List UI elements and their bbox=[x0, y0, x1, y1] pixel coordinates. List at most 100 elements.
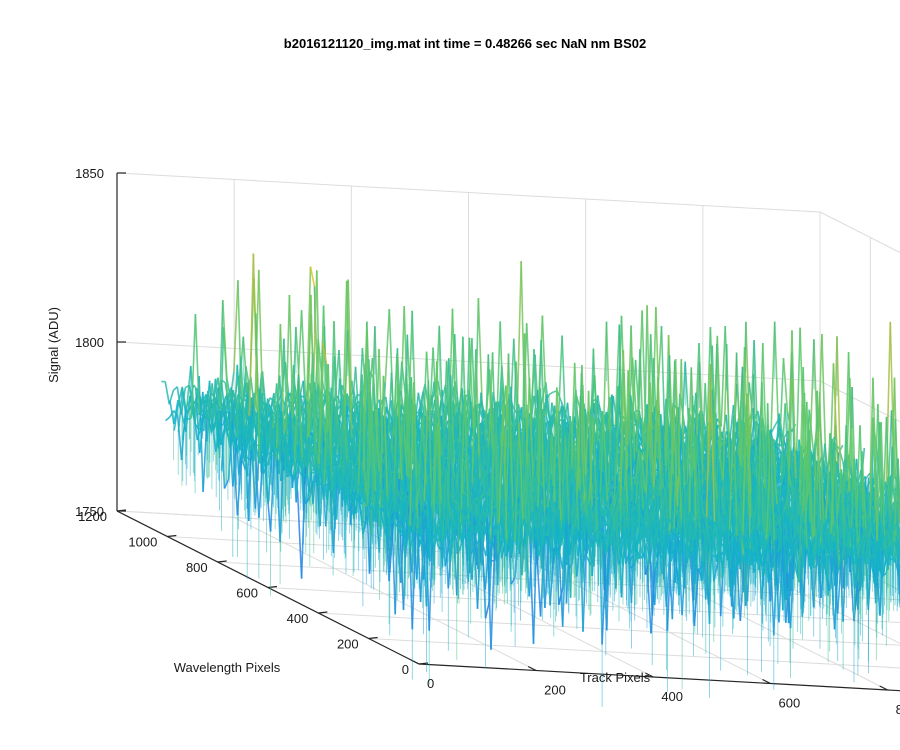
surface-segment bbox=[254, 440, 260, 464]
surface-segment bbox=[290, 429, 296, 434]
surface-segment bbox=[782, 358, 789, 413]
surface-segment bbox=[347, 279, 353, 435]
surface-segment bbox=[777, 443, 782, 447]
surface-segment bbox=[177, 386, 183, 404]
surface-segment bbox=[240, 434, 247, 456]
surface-segment bbox=[202, 398, 209, 415]
surface-segment bbox=[288, 364, 295, 413]
surface-segment bbox=[194, 313, 201, 416]
surface-segment bbox=[242, 336, 249, 395]
surface-segment bbox=[216, 414, 222, 442]
surface-segment bbox=[229, 424, 235, 441]
surface-segment bbox=[302, 424, 308, 443]
surface-segment bbox=[186, 405, 192, 415]
surface-segment bbox=[241, 438, 248, 460]
surface-segment bbox=[242, 432, 248, 458]
surface-segment bbox=[517, 404, 524, 423]
surface-segment bbox=[186, 366, 192, 408]
surface-segment bbox=[264, 415, 270, 425]
surface-segment bbox=[253, 411, 260, 437]
surface-segment bbox=[558, 406, 564, 414]
chart-title: b2016121120_img.mat int time = 0.48266 s… bbox=[284, 36, 646, 51]
y-tick-mark bbox=[267, 585, 278, 589]
surface-segment bbox=[261, 371, 268, 418]
surface-segment bbox=[198, 416, 205, 454]
surface-segment bbox=[550, 426, 556, 450]
surface-segment bbox=[284, 294, 291, 445]
surface-segment bbox=[245, 421, 252, 454]
surface-segment bbox=[241, 419, 247, 441]
floor-grid-line bbox=[418, 663, 900, 692]
surface-segment bbox=[458, 336, 464, 457]
surface-segment bbox=[345, 398, 351, 432]
surface-segment bbox=[347, 408, 354, 443]
surface-segment bbox=[266, 417, 272, 442]
x-tick-mark bbox=[879, 685, 888, 691]
y-tick-mark bbox=[167, 534, 177, 538]
surface-segment bbox=[634, 359, 641, 426]
surface-segment bbox=[548, 391, 554, 396]
surface-segment bbox=[755, 420, 761, 430]
surface-segment bbox=[173, 400, 179, 425]
surface-segment bbox=[237, 443, 244, 476]
surface-segment bbox=[251, 443, 256, 447]
surface-segment bbox=[557, 335, 563, 427]
surface-segment bbox=[232, 390, 238, 410]
surface-segment bbox=[192, 384, 199, 392]
surface-segment bbox=[441, 361, 448, 467]
wall-grid-line bbox=[819, 380, 900, 423]
y-tick-mark bbox=[116, 509, 127, 512]
surface-segment bbox=[329, 356, 336, 449]
surface-segment bbox=[288, 294, 295, 439]
surface-segment bbox=[346, 431, 353, 440]
surface-segment bbox=[308, 420, 315, 437]
surface-segment bbox=[467, 338, 473, 436]
x-tick-mark bbox=[645, 672, 654, 678]
axes bbox=[116, 172, 900, 692]
surface-segment bbox=[220, 412, 227, 471]
surface-segment bbox=[442, 430, 448, 449]
surface-segment bbox=[384, 309, 391, 384]
surface-segment bbox=[214, 378, 221, 428]
surface-segment bbox=[252, 253, 259, 411]
surface-segment bbox=[540, 339, 546, 448]
surface-segment bbox=[720, 325, 726, 427]
surface-segment bbox=[745, 321, 751, 442]
surface-segment bbox=[173, 403, 179, 431]
floor-grid-line bbox=[318, 612, 900, 646]
surface-segment bbox=[224, 424, 230, 441]
surface-segment bbox=[223, 478, 230, 489]
surface-segment bbox=[202, 416, 208, 492]
surface-segment bbox=[614, 324, 621, 426]
y-tick-mark bbox=[368, 636, 378, 640]
surface-segment bbox=[753, 340, 759, 453]
surface-segment bbox=[444, 418, 450, 430]
surface-segment bbox=[224, 414, 231, 431]
surface bbox=[161, 253, 900, 707]
surface-segment bbox=[190, 313, 197, 419]
surface-segment bbox=[233, 280, 239, 372]
y-tick-mark bbox=[217, 560, 227, 563]
surface-segment bbox=[240, 356, 246, 430]
surface-segment bbox=[813, 339, 819, 456]
surface-segment bbox=[286, 431, 292, 437]
surface-segment bbox=[351, 380, 357, 423]
surface-segment bbox=[241, 421, 248, 445]
surface-segment bbox=[775, 427, 781, 444]
surface-segment bbox=[169, 400, 175, 425]
surface-segment bbox=[246, 450, 252, 509]
y-tick-mark bbox=[318, 611, 328, 614]
surface-segment bbox=[454, 381, 460, 409]
surface-segment bbox=[770, 424, 777, 434]
surface-segment bbox=[631, 357, 638, 420]
surface-segment bbox=[177, 388, 184, 433]
wall-grid-line bbox=[819, 211, 900, 254]
surface-segment bbox=[772, 438, 779, 445]
surface-segment bbox=[473, 438, 479, 444]
surface-segment bbox=[300, 310, 307, 400]
surface-segment bbox=[165, 416, 171, 422]
surface-segment bbox=[249, 411, 256, 454]
surface-segment bbox=[630, 325, 636, 471]
surface-segment bbox=[605, 321, 612, 452]
x-tick-mark bbox=[762, 678, 771, 685]
